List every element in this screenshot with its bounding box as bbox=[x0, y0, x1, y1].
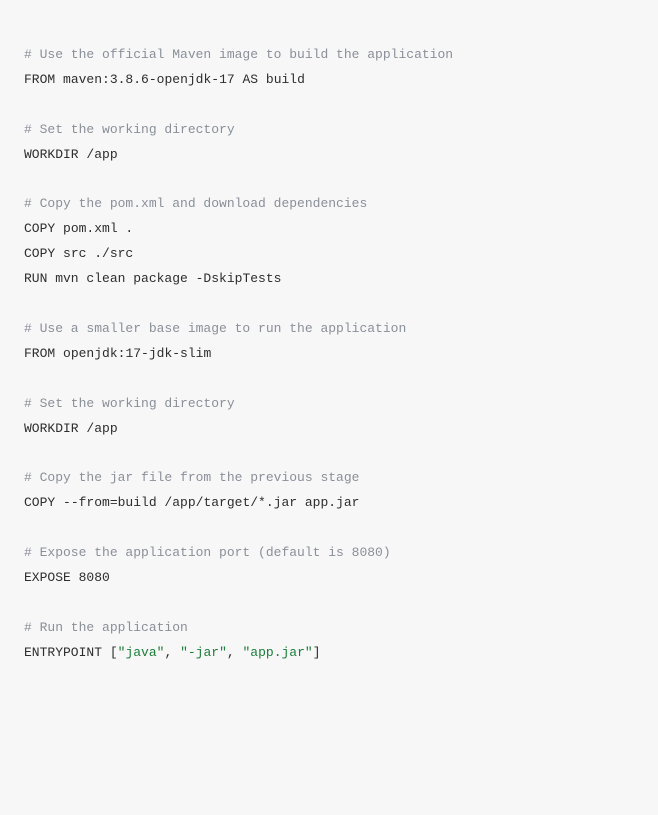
code-line: COPY src ./src bbox=[24, 242, 634, 267]
code-token-text: /app bbox=[79, 147, 118, 162]
code-line: # Set the working directory bbox=[24, 118, 634, 143]
code-token-text: , bbox=[164, 645, 180, 660]
code-token-comment: # Run the application bbox=[24, 620, 188, 635]
code-token-text: src ./src bbox=[55, 246, 133, 261]
code-line: # Run the application bbox=[24, 616, 634, 641]
code-token-text: /app bbox=[79, 421, 118, 436]
code-line: # Copy the jar file from the previous st… bbox=[24, 466, 634, 491]
code-token-comment: # Use the official Maven image to build … bbox=[24, 47, 453, 62]
code-token-bracket: [ bbox=[110, 645, 118, 660]
code-line bbox=[24, 367, 634, 392]
code-token-number: 17 bbox=[219, 72, 235, 87]
code-line: COPY pom.xml . bbox=[24, 217, 634, 242]
code-token-number: 6 bbox=[141, 72, 149, 87]
code-token-string: "-jar" bbox=[180, 645, 227, 660]
code-token-text: maven: bbox=[55, 72, 110, 87]
code-token-keyword: ENTRYPOINT bbox=[24, 645, 102, 660]
code-token-keyword: FROM bbox=[24, 72, 55, 87]
code-token-number: 8080 bbox=[79, 570, 110, 585]
code-token-comment: # Expose the application port (default i… bbox=[24, 545, 391, 560]
code-token-text: mvn clean package -DskipTests bbox=[47, 271, 281, 286]
code-line: WORKDIR /app bbox=[24, 417, 634, 442]
code-line: RUN mvn clean package -DskipTests bbox=[24, 267, 634, 292]
code-line: ENTRYPOINT ["java", "-jar", "app.jar"] bbox=[24, 641, 634, 666]
code-line bbox=[24, 93, 634, 118]
code-line bbox=[24, 167, 634, 192]
code-line bbox=[24, 441, 634, 466]
code-line: # Use the official Maven image to build … bbox=[24, 43, 634, 68]
code-token-text: , bbox=[227, 645, 243, 660]
code-line: WORKDIR /app bbox=[24, 143, 634, 168]
code-line bbox=[24, 516, 634, 541]
code-token-keyword: COPY bbox=[24, 221, 55, 236]
code-token-keyword: FROM bbox=[24, 346, 55, 361]
code-token-text: openjdk: bbox=[55, 346, 125, 361]
code-token-comment: # Use a smaller base image to run the ap… bbox=[24, 321, 406, 336]
code-token-text: . bbox=[133, 72, 141, 87]
code-token-text bbox=[102, 645, 110, 660]
code-token-keyword: COPY bbox=[24, 246, 55, 261]
code-token-string: "java" bbox=[118, 645, 165, 660]
code-line: # Use a smaller base image to run the ap… bbox=[24, 317, 634, 342]
code-line: # Copy the pom.xml and download dependen… bbox=[24, 192, 634, 217]
code-token-keyword: COPY bbox=[24, 495, 55, 510]
code-token-bracket: ] bbox=[313, 645, 321, 660]
code-line bbox=[24, 292, 634, 317]
code-token-text: pom.xml . bbox=[55, 221, 133, 236]
code-token-number: 17 bbox=[125, 346, 141, 361]
code-line: FROM openjdk:17-jdk-slim bbox=[24, 342, 634, 367]
code-line: FROM maven:3.8.6-openjdk-17 AS build bbox=[24, 68, 634, 93]
code-line bbox=[24, 591, 634, 616]
code-line: EXPOSE 8080 bbox=[24, 566, 634, 591]
code-token-comment: # Set the working directory bbox=[24, 396, 235, 411]
code-line: # Set the working directory bbox=[24, 392, 634, 417]
dockerfile-code-block: # Use the official Maven image to build … bbox=[24, 43, 634, 666]
code-token-keyword: WORKDIR bbox=[24, 147, 79, 162]
code-token-keyword: RUN bbox=[24, 271, 47, 286]
code-token-text bbox=[71, 570, 79, 585]
code-token-comment: # Copy the pom.xml and download dependen… bbox=[24, 196, 367, 211]
code-token-string: "app.jar" bbox=[242, 645, 312, 660]
code-token-keyword: EXPOSE bbox=[24, 570, 71, 585]
code-token-comment: # Copy the jar file from the previous st… bbox=[24, 470, 359, 485]
code-token-text: -openjdk- bbox=[149, 72, 219, 87]
code-token-keyword: WORKDIR bbox=[24, 421, 79, 436]
code-line: COPY --from=build /app/target/*.jar app.… bbox=[24, 491, 634, 516]
code-token-text: AS build bbox=[235, 72, 305, 87]
code-token-text: --from=build /app/target/*.jar app.jar bbox=[55, 495, 359, 510]
code-line: # Expose the application port (default i… bbox=[24, 541, 634, 566]
code-token-comment: # Set the working directory bbox=[24, 122, 235, 137]
code-token-number: 3.8 bbox=[110, 72, 133, 87]
code-token-text: -jdk-slim bbox=[141, 346, 211, 361]
